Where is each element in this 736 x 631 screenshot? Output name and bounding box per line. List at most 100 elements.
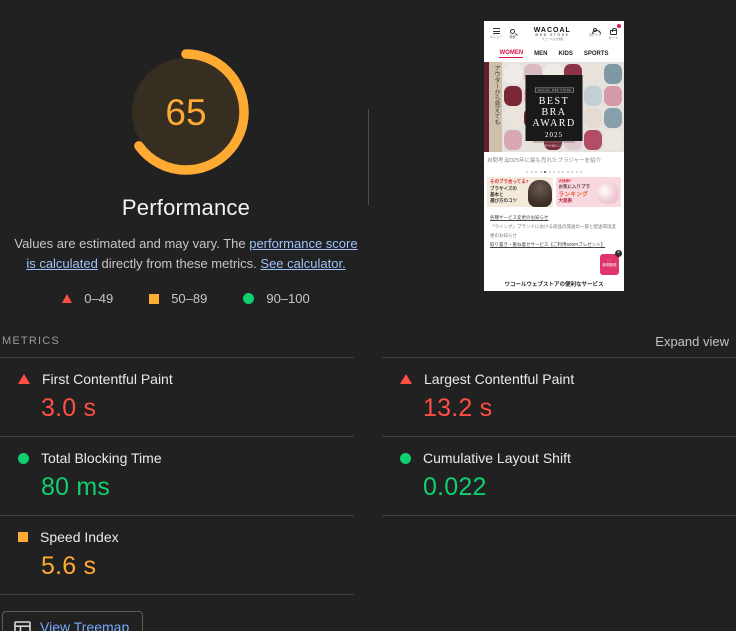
- product-blob: [584, 130, 602, 150]
- thumb-banner-ranking: 大好評!! お気に入りブラ ランキング 大発表: [555, 177, 621, 207]
- metric-value: 3.0 s: [41, 394, 97, 422]
- legend-fail: 0–49: [62, 291, 113, 306]
- carousel-dot: [535, 170, 537, 173]
- metric-speed-index: Speed Index 5.6 s: [0, 516, 354, 595]
- product-blob: [504, 108, 522, 128]
- metric-largest-contentful-paint: Largest Contentful Paint 13.2 s: [382, 357, 736, 437]
- thumb-notice-line3: 取り置き・重ね着せサービス【ご利用500Ptプレゼント】: [490, 242, 606, 247]
- thumb-notice-links: 各種サービス変更のお知らせ 「ウイング」ブランドにおける商品の発送の一部と配送環…: [484, 209, 624, 278]
- thumb-search-icon: 検索: [509, 28, 516, 40]
- carousel-dot: [539, 170, 542, 173]
- metric-total-blocking-time: Total Blocking Time 80 ms: [0, 437, 354, 516]
- thumb-award-award: AWARD: [532, 118, 576, 130]
- fail-triangle-icon: [62, 294, 73, 303]
- metrics-section-title: METRICS: [2, 335, 60, 347]
- metrics-grid: First Contentful Paint 3.0 s Largest Con…: [0, 357, 736, 595]
- thumb-nav-sports: SPORTS: [583, 51, 609, 57]
- view-treemap-button[interactable]: View Treemap: [2, 611, 144, 631]
- see-calculator-link[interactable]: See calculator.: [260, 256, 346, 271]
- metric-label: Speed Index: [40, 529, 119, 545]
- thumb-award-year: 2025: [545, 130, 563, 139]
- gauge-svg: 65: [123, 49, 249, 175]
- pass-circle-icon: [243, 293, 255, 304]
- pass-circle-icon: [400, 452, 411, 464]
- fail-triangle-icon: [18, 374, 30, 384]
- product-blob: [604, 130, 622, 150]
- product-blob: [504, 64, 522, 84]
- carousel-dot: [526, 170, 528, 173]
- performance-score-calculated-link[interactable]: performance score is calculated: [26, 236, 358, 271]
- score-pane: 65 Performance Values are estimated and …: [0, 0, 372, 306]
- thumb-category-nav: WOMEN MEN KIDS SPORTS: [484, 46, 624, 62]
- thumb-banner-photo: [527, 180, 552, 207]
- thumb-signup-fab: :: 新規登録 ×: [600, 250, 622, 275]
- metric-value: 80 ms: [41, 473, 111, 501]
- thumb-caption-main: 2025年に最も売れたブラジャーを紹介: [506, 157, 602, 164]
- carousel-dot: [557, 170, 560, 173]
- metric-label: Total Blocking Time: [41, 450, 162, 466]
- thumb-nav-men: MEN: [534, 51, 548, 57]
- thumb-award-bra: BRA: [541, 107, 567, 119]
- page-screenshot-thumbnail[interactable]: メニュー 検索 WACOAL WEB STORE ワコール公式通販 ログイン: [484, 21, 624, 291]
- legend-pass-range: 90–100: [266, 291, 310, 306]
- thumb-notice-line1: 各種サービス変更のお知らせ: [490, 215, 549, 220]
- legend-pass: 90–100: [243, 291, 310, 306]
- product-blob: [504, 130, 522, 150]
- product-blob: [604, 64, 622, 84]
- thumb-award-best: BEST: [538, 96, 570, 107]
- vertical-divider: [368, 109, 369, 205]
- metric-label: First Contentful Paint: [42, 371, 173, 387]
- view-treemap-label: View Treemap: [40, 619, 130, 631]
- thumb-caption-fragment: 自問考え: [487, 157, 510, 164]
- carousel-dot: [575, 170, 578, 173]
- product-blob: [604, 108, 622, 128]
- pass-circle-icon: [18, 452, 29, 464]
- carousel-dot-active: [544, 170, 546, 173]
- fail-triangle-icon: [400, 374, 412, 384]
- screenshot-area: メニュー 検索 WACOAL WEB STORE ワコール公式通販 ログイン: [372, 21, 736, 291]
- thumb-award-box: WACOAL WEB STORE BEST BRA AWARD 2025 総合・…: [525, 75, 583, 147]
- metric-first-contentful-paint: First Contentful Paint 3.0 s: [0, 357, 354, 437]
- metric-value: 13.2 s: [423, 394, 493, 422]
- thumb-carousel-dots: [484, 167, 624, 176]
- thumb-cart-icon: カート: [608, 23, 621, 41]
- disclaimer-part1: Values are estimated and may vary. The: [14, 236, 250, 251]
- thumb-banner-bra-image: [597, 182, 619, 204]
- thumb-menu-icon: メニュー: [489, 28, 503, 40]
- metric-value: 0.022: [423, 473, 487, 501]
- carousel-dot: [580, 170, 582, 173]
- carousel-dot: [548, 170, 551, 173]
- performance-gauge[interactable]: 65: [120, 46, 252, 183]
- thumb-hero-vertical-text: アウターから見えても: [489, 62, 502, 152]
- expand-view-button[interactable]: Expand view: [655, 333, 729, 349]
- thumb-footer-text: ワコールウェブストアの便利なサービス: [504, 282, 604, 288]
- thumb-nav-women: WOMEN: [499, 50, 524, 59]
- legend-fail-range: 0–49: [84, 291, 114, 306]
- performance-title: Performance: [121, 195, 251, 220]
- thumb-notice-line2: 「ウイング」ブランドにおける商品の発送の一部と配送環境変更のお知らせ: [490, 224, 616, 238]
- thumb-fab-close-icon: ×: [615, 250, 622, 257]
- thumb-site-logo: WACOAL WEB STORE ワコール公式通販: [533, 26, 571, 41]
- performance-summary-section: 65 Performance Values are estimated and …: [0, 0, 736, 331]
- thumb-cart-badge: [616, 23, 621, 28]
- product-blob: [584, 86, 602, 106]
- thumb-award-sub: 総合・部門 年間売上ランキング: [533, 141, 575, 147]
- average-square-icon: [149, 293, 160, 304]
- average-square-icon: [18, 532, 28, 542]
- metric-label: Largest Contentful Paint: [424, 371, 575, 387]
- legend-average-range: 50–89: [171, 291, 208, 306]
- disclaimer-part2: directly from these metrics.: [97, 256, 261, 271]
- metric-label: Cumulative Layout Shift: [423, 450, 571, 466]
- carousel-dot: [566, 170, 569, 173]
- legend-average: 50–89: [149, 291, 207, 306]
- disclaimer-text: Values are estimated and may vary. The p…: [8, 234, 364, 274]
- thumb-login-icon: ログイン: [588, 27, 602, 41]
- metric-value: 5.6 s: [41, 552, 97, 580]
- treemap-icon: [14, 620, 31, 631]
- carousel-dot: [530, 170, 533, 173]
- carousel-dot: [553, 170, 555, 173]
- product-blob: [584, 64, 602, 84]
- thumb-hero-banner: アウターから見えても WACOAL WEB STORE BEST BRA AWA…: [484, 62, 624, 152]
- thumb-nav-kids: KIDS: [558, 51, 573, 57]
- carousel-dot: [562, 170, 564, 173]
